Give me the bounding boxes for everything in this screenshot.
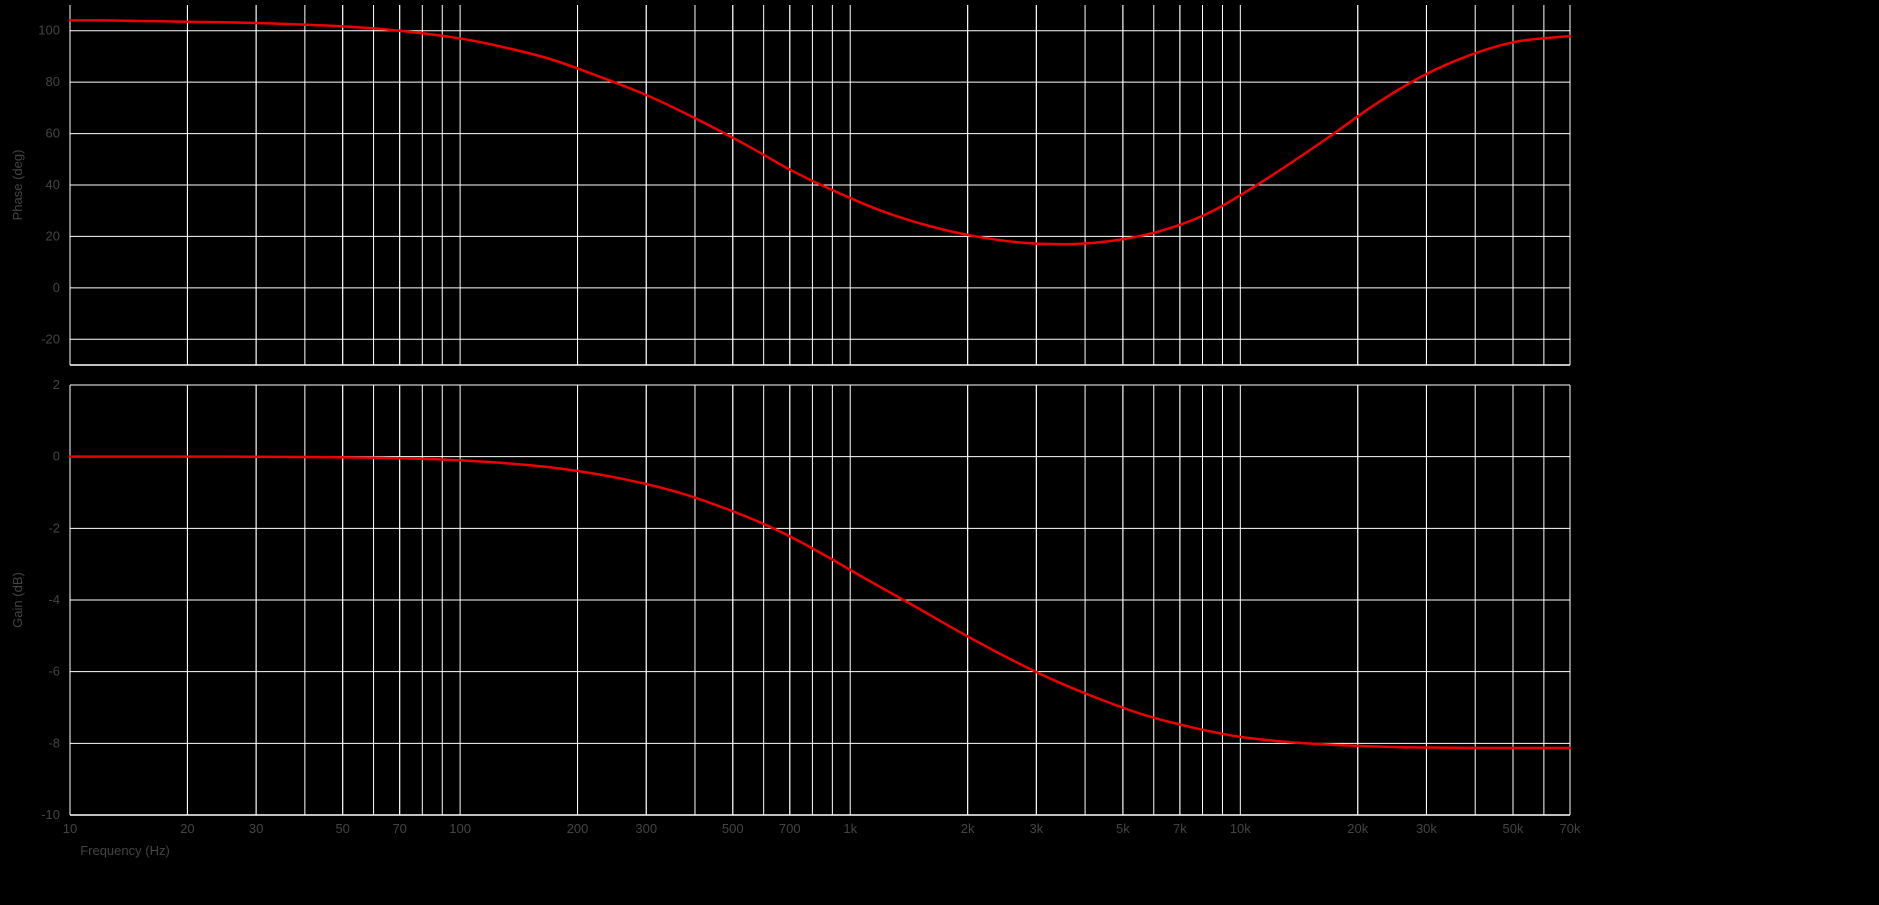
y-tick-label: 2 (53, 377, 60, 392)
y-tick-label: 20 (46, 228, 60, 243)
x-tick-label: 5k (1116, 821, 1130, 836)
x-tick-label: 7k (1173, 821, 1187, 836)
x-tick-label: 3k (1029, 821, 1043, 836)
y-tick-label: -8 (48, 735, 60, 750)
y-tick-label: 40 (46, 177, 60, 192)
x-tick-label: 10k (1230, 821, 1251, 836)
y-tick-label: 100 (38, 23, 60, 38)
x-axis-label: Frequency (Hz) (80, 843, 170, 858)
x-tick-label: 30 (249, 821, 263, 836)
series-line (70, 457, 1570, 748)
y-tick-label: -10 (41, 807, 60, 822)
x-tick-label: 1k (843, 821, 857, 836)
y-axis-label: Gain (dB) (10, 572, 25, 628)
x-tick-label: 30k (1416, 821, 1437, 836)
y-tick-label: 60 (46, 126, 60, 141)
bode-plot: 100806040200-20Phase (deg)20-2-4-6-8-10G… (0, 0, 1879, 905)
x-tick-label: 20k (1347, 821, 1368, 836)
y-tick-label: 0 (53, 449, 60, 464)
y-tick-label: -6 (48, 664, 60, 679)
x-tick-label: 2k (961, 821, 975, 836)
series-line (70, 20, 1570, 244)
y-tick-label: 80 (46, 74, 60, 89)
gridlines (70, 385, 1570, 815)
x-tick-label: 50 (335, 821, 349, 836)
x-tick-label: 50k (1503, 821, 1524, 836)
x-tick-label: 70k (1560, 821, 1581, 836)
x-tick-label: 500 (722, 821, 744, 836)
x-tick-label: 200 (567, 821, 589, 836)
x-tick-label: 20 (180, 821, 194, 836)
y-tick-label: -20 (41, 331, 60, 346)
y-axis-label: Phase (deg) (10, 150, 25, 221)
y-tick-label: -4 (48, 592, 60, 607)
y-tick-label: 0 (53, 280, 60, 295)
x-tick-label: 700 (779, 821, 801, 836)
x-tick-label: 10 (63, 821, 77, 836)
x-tick-label: 100 (449, 821, 471, 836)
x-tick-label: 300 (635, 821, 657, 836)
x-tick-label: 70 (392, 821, 406, 836)
y-tick-label: -2 (48, 520, 60, 535)
